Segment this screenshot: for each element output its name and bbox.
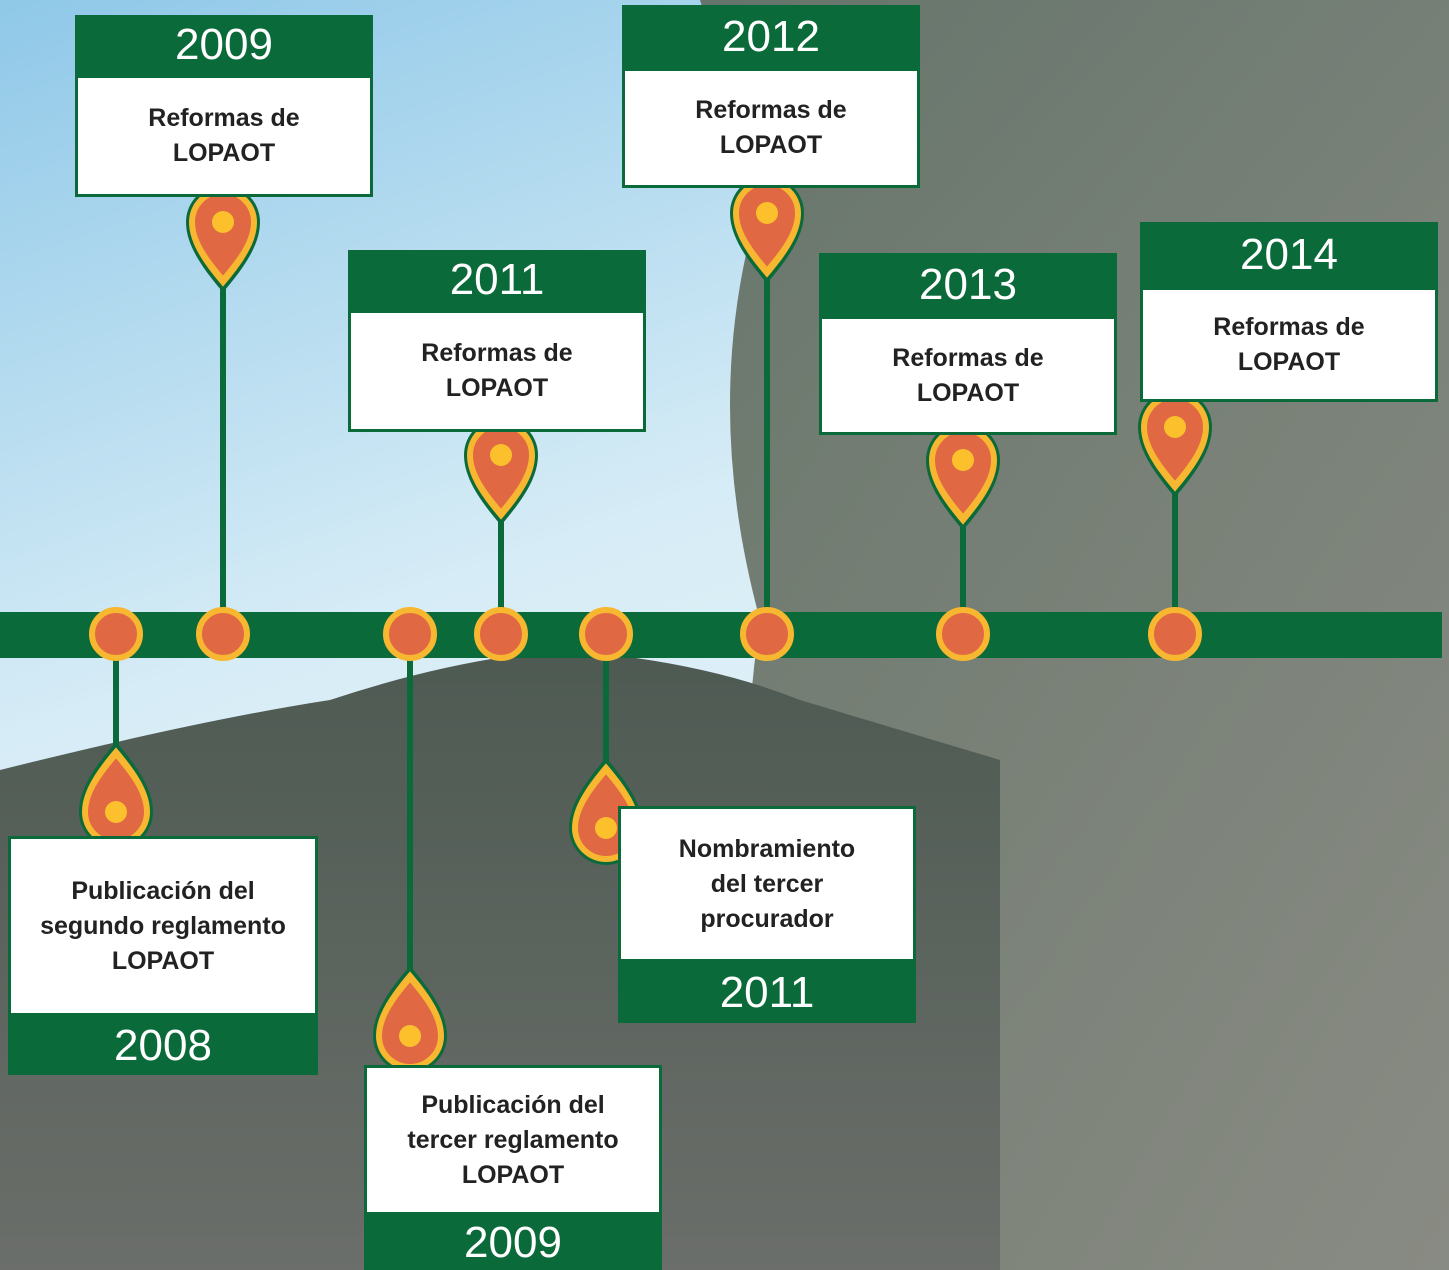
text-line: LOPAOT [720,128,822,163]
text-line: LOPAOT [446,371,548,406]
pin-dot [105,801,127,823]
page: 2009 Reformas deLOPAOT 2011 Reformas deL… [0,0,1449,1270]
text-line: Publicación del [421,1088,604,1123]
year: 2011 [348,250,646,310]
timeline-node [743,610,791,658]
text-line: Reformas de [421,336,572,371]
pin-dot [212,211,234,233]
text-line: Reformas de [695,93,846,128]
text-line: LOPAOT [917,376,1019,411]
text-line: Reformas de [148,101,299,136]
text-line: del tercer [711,867,824,902]
pin-dot [952,449,974,471]
year: 2013 [819,253,1117,316]
text-line: tercer reglamento [407,1123,618,1158]
year: 2009 [75,15,373,75]
pin-dot [399,1025,421,1047]
year: 2014 [1140,222,1438,287]
timeline-node [92,610,140,658]
pin-dot [756,202,778,224]
year: 2011 [618,962,916,1023]
year: 2009 [364,1215,662,1270]
text-line: LOPAOT [112,944,214,979]
timeline-node [386,610,434,658]
text-line: LOPAOT [173,136,275,171]
timeline-node [477,610,525,658]
text-line: Reformas de [892,341,1043,376]
text-line: procurador [700,902,833,937]
text-line: segundo reglamento [40,909,286,944]
text-line: LOPAOT [462,1158,564,1193]
year: 2012 [622,5,920,68]
timeline-node [939,610,987,658]
text-line: Nombramiento [679,832,855,867]
pin-dot [1164,416,1186,438]
timeline-node [582,610,630,658]
pin-dot [595,817,617,839]
timeline-node [199,610,247,658]
pin-dot [490,444,512,466]
text-line: Publicación del [71,874,254,909]
year: 2008 [8,1016,318,1075]
text-line: Reformas de [1213,310,1364,345]
timeline-node [1151,610,1199,658]
text-line: LOPAOT [1238,345,1340,380]
